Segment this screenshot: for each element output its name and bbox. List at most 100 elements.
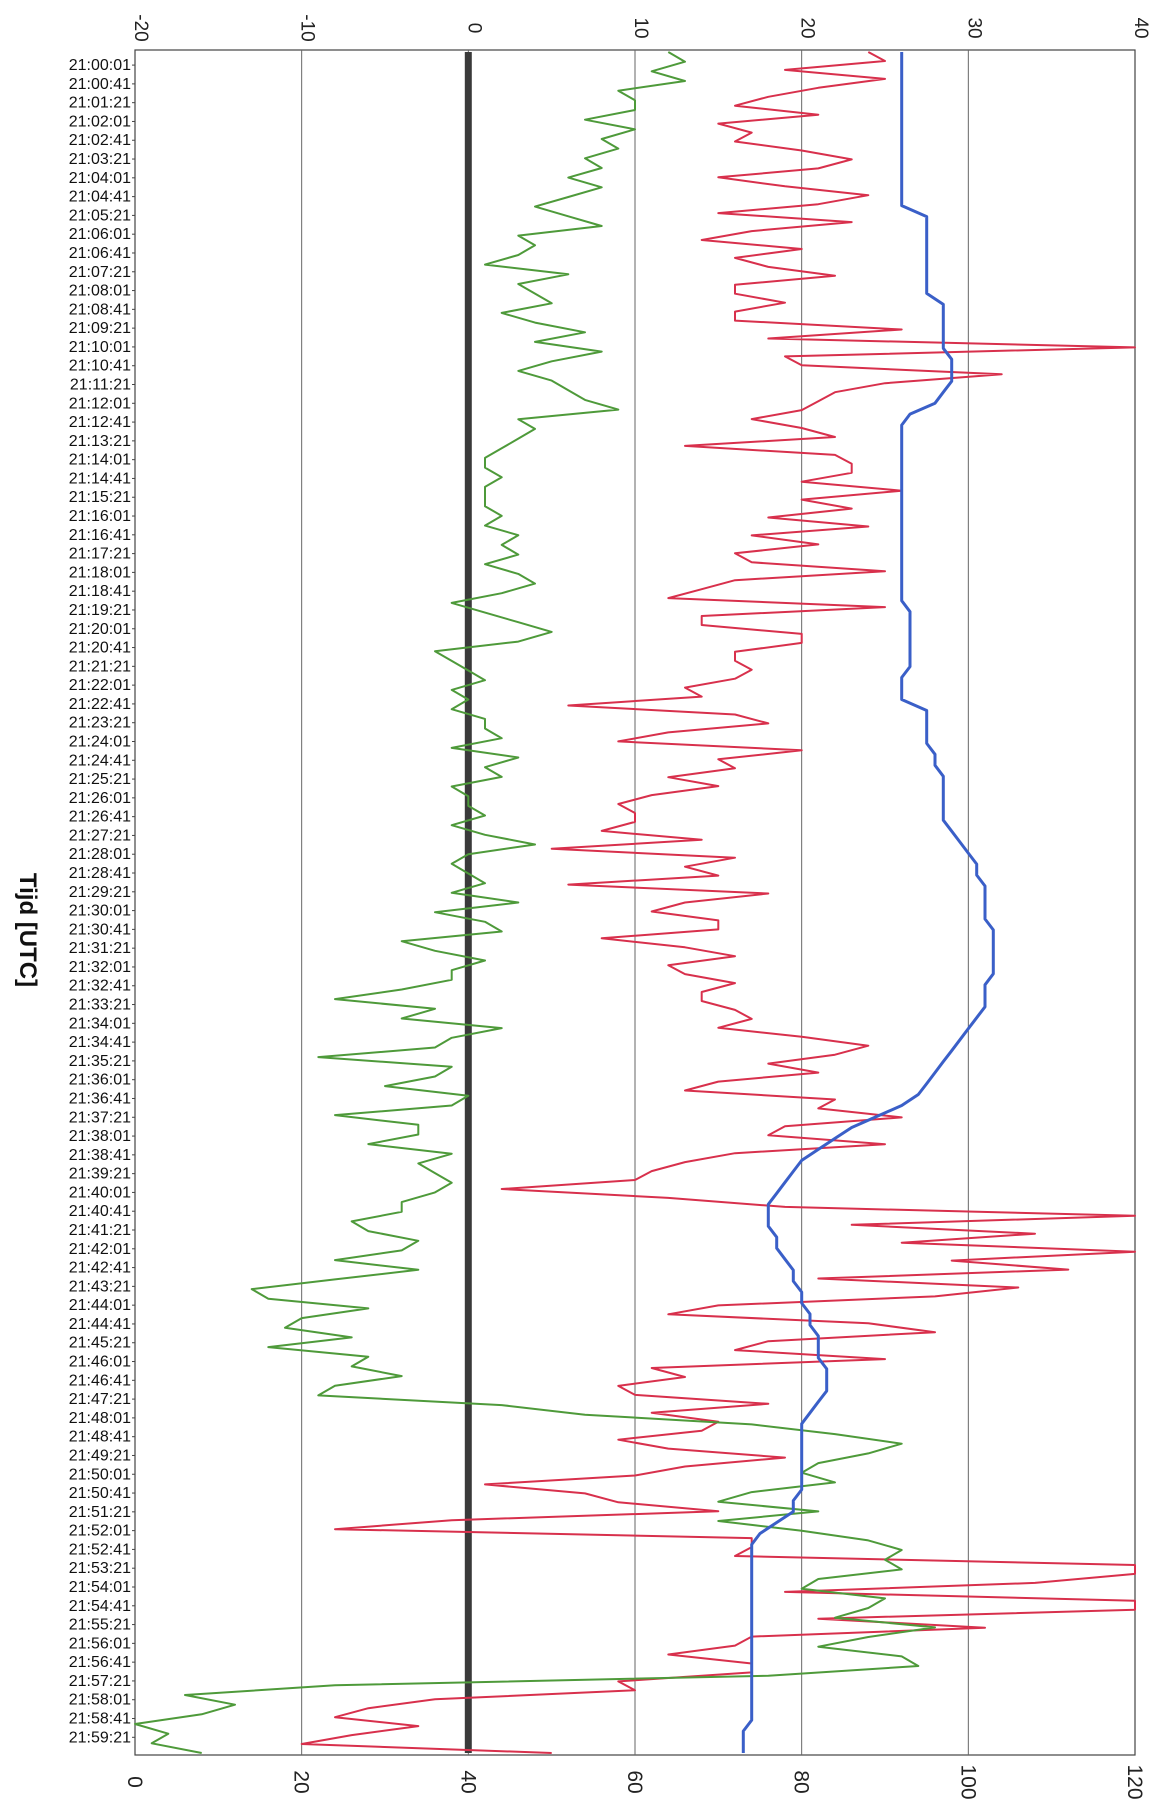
- time-tick-label: 21:26:41: [69, 809, 131, 826]
- series-layer: [134, 51, 1136, 1754]
- time-tick-label: 21:40:01: [69, 1184, 131, 1201]
- top-tick-label: 40: [1130, 17, 1151, 38]
- time-tick-label: 21:28:41: [69, 865, 131, 882]
- time-tick-label: 21:50:41: [69, 1485, 131, 1502]
- time-tick-label: 21:58:01: [69, 1692, 131, 1709]
- time-tick-label: 21:11:21: [70, 377, 131, 394]
- time-tick-label: 21:18:01: [69, 564, 131, 581]
- time-tick-label: 21:55:21: [69, 1617, 131, 1634]
- time-tick-label: 21:12:41: [69, 414, 131, 431]
- time-tick-label: 21:33:21: [69, 997, 131, 1014]
- time-tick-label: 21:57:21: [69, 1673, 131, 1690]
- time-tick-label: 21:03:21: [69, 151, 131, 168]
- time-tick-label: 21:17:21: [69, 546, 131, 563]
- bottom-tick-label: 0: [123, 1776, 146, 1788]
- time-tick-label: 21:50:01: [69, 1466, 131, 1483]
- time-tick-label: 21:04:41: [69, 189, 131, 206]
- bottom-axis-ticks: 0 20 40 60 80 100 120: [123, 1764, 1146, 1799]
- time-tick-label: 21:20:01: [69, 621, 131, 638]
- time-tick-label: 21:20:41: [69, 640, 131, 657]
- time-tick-label: 21:51:21: [69, 1504, 131, 1521]
- time-tick-label: 21:52:41: [69, 1541, 131, 1558]
- time-tick-label: 21:32:41: [69, 978, 131, 995]
- time-tick-label: 21:31:21: [69, 940, 131, 957]
- time-tick-label: 21:22:41: [69, 696, 131, 713]
- time-tick-label: 21:39:21: [69, 1166, 131, 1183]
- time-tick-label: 21:28:01: [69, 846, 131, 863]
- time-tick-label: 21:08:41: [69, 301, 131, 318]
- time-tick-label: 21:14:01: [69, 452, 131, 469]
- time-tick-label: 21:44:41: [69, 1316, 131, 1333]
- bottom-tick-label: 100: [956, 1764, 979, 1799]
- top-tick-label: 10: [630, 17, 651, 38]
- time-tick-label: 21:15:21: [69, 489, 131, 506]
- time-tick-label: 21:41:21: [69, 1222, 131, 1239]
- time-tick-label: 21:00:41: [69, 76, 131, 93]
- time-tick-label: 21:35:21: [69, 1053, 131, 1070]
- time-tick-label: 21:22:01: [69, 677, 131, 694]
- bottom-tick-label: 20: [290, 1770, 313, 1793]
- time-tick-label: 21:44:01: [69, 1297, 131, 1314]
- top-tick-label: -20: [130, 14, 151, 41]
- time-tick-label: 21:18:41: [69, 583, 131, 600]
- time-tick-label: 21:09:21: [69, 320, 131, 337]
- time-tick-label: 21:45:21: [69, 1335, 131, 1352]
- time-tick-label: 21:38:01: [69, 1128, 131, 1145]
- bottom-tick-label: 80: [790, 1770, 813, 1793]
- time-tick-label: 21:23:21: [69, 715, 131, 732]
- time-tick-label: 21:56:01: [69, 1635, 131, 1652]
- time-tick-label: 21:48:41: [69, 1429, 131, 1446]
- time-tick-label: 21:06:01: [69, 226, 131, 243]
- time-tick-label: 21:24:41: [69, 752, 131, 769]
- time-tick-label: 21:08:01: [69, 283, 131, 300]
- time-tick-label: 21:05:21: [69, 207, 131, 224]
- top-tick-label: 0: [463, 23, 484, 34]
- time-tick-label: 21:38:41: [69, 1147, 131, 1164]
- bottom-tick-label: 120: [1123, 1764, 1146, 1799]
- time-tick-label: 21:04:01: [69, 170, 131, 187]
- bottom-tick-label: 40: [456, 1770, 479, 1793]
- time-tick-label: 21:56:41: [69, 1654, 131, 1671]
- time-tick-label: 21:07:21: [69, 264, 131, 281]
- time-tick-label: 21:34:01: [69, 1015, 131, 1032]
- time-tick-label: 21:52:01: [69, 1523, 131, 1540]
- top-tick-label: -10: [297, 14, 318, 41]
- time-tick-label: 21:37:21: [69, 1109, 131, 1126]
- time-axis-title: Tijd [UTC]: [14, 873, 41, 987]
- time-tick-label: 21:40:41: [69, 1203, 131, 1220]
- time-tick-label: 21:42:01: [69, 1241, 131, 1258]
- time-tick-label: 21:30:41: [69, 921, 131, 938]
- time-tick-label: 21:06:41: [69, 245, 131, 262]
- top-tick-label: 20: [797, 17, 818, 38]
- time-tick-label: 21:16:41: [69, 527, 131, 544]
- time-tick-label: 21:01:21: [69, 95, 131, 112]
- time-tick-label: 21:54:01: [69, 1579, 131, 1596]
- time-tick-label: 21:19:21: [69, 602, 131, 619]
- time-tick-label: 21:58:41: [69, 1711, 131, 1728]
- time-tick-label: 21:36:01: [69, 1072, 131, 1089]
- time-tick-label: 21:14:41: [69, 470, 131, 487]
- time-tick-label: 21:25:21: [69, 771, 131, 788]
- time-tick-label: 21:10:01: [69, 339, 131, 356]
- time-tick-label: 21:12:01: [69, 395, 131, 412]
- time-tick-label: 21:43:21: [69, 1278, 131, 1295]
- time-tick-label: 21:53:21: [69, 1560, 131, 1577]
- time-tick-label: 21:24:01: [69, 733, 131, 750]
- time-tick-label: 21:42:41: [69, 1260, 131, 1277]
- time-tick-label: 21:29:21: [69, 884, 131, 901]
- time-tick-label: 21:10:41: [69, 358, 131, 375]
- time-tick-label: 21:02:01: [69, 113, 131, 130]
- green-series-line: [134, 51, 936, 1754]
- time-tick-label: 21:21:21: [69, 658, 131, 675]
- top-tick-label: 30: [963, 17, 984, 38]
- time-tick-label: 21:34:41: [69, 1034, 131, 1051]
- time-tick-label: 21:59:21: [69, 1729, 131, 1746]
- time-tick-label: 21:27:21: [69, 827, 131, 844]
- time-tick-label: 21:13:21: [69, 433, 131, 450]
- time-tick-label: 21:30:01: [69, 903, 131, 920]
- time-tick-label: 21:00:01: [69, 57, 131, 74]
- gridlines: [301, 50, 969, 1755]
- time-tick-label: 21:46:01: [69, 1354, 131, 1371]
- blue-series-line: [741, 52, 995, 1753]
